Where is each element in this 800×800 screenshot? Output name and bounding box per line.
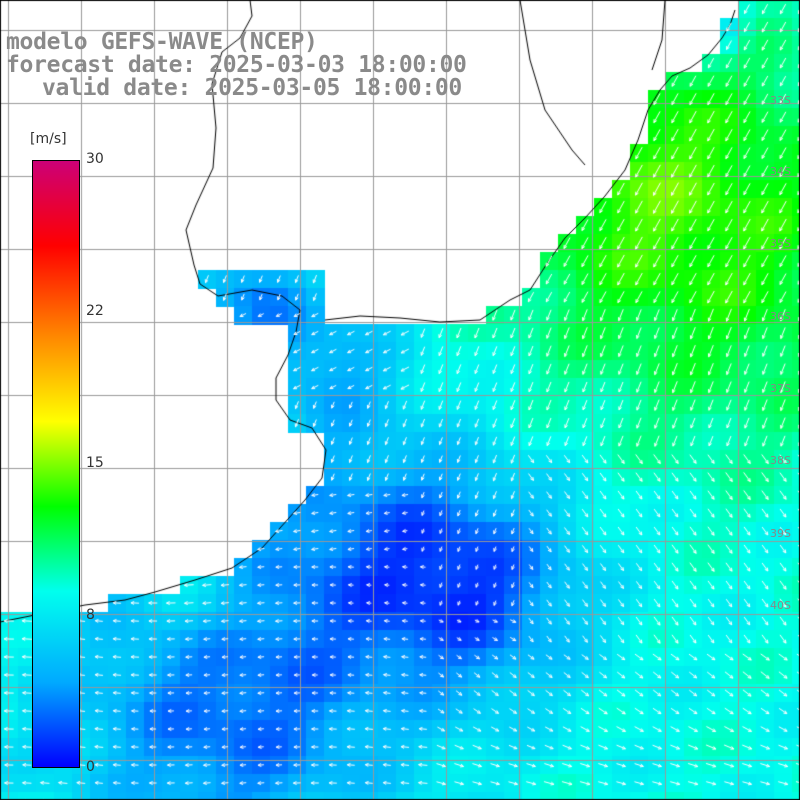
- lat-label: 33S: [770, 94, 791, 107]
- colorbar-tick-30: 30: [86, 151, 104, 167]
- lat-label: 34S: [770, 165, 791, 178]
- lat-label: 37S: [770, 382, 791, 395]
- colorbar: [32, 160, 80, 768]
- colorbar-unit: [m/s]: [30, 131, 67, 147]
- valid-date: valid date: 2025-03-05 18:00:00: [42, 75, 462, 101]
- colorbar-tick-8: 8: [86, 607, 95, 623]
- model-title: modelo GEFS-WAVE (NCEP): [6, 29, 318, 55]
- forecast-date: forecast date: 2025-03-03 18:00:00: [6, 52, 467, 78]
- colorbar-tick-0: 0: [86, 759, 95, 775]
- lat-label: 36S: [770, 310, 791, 323]
- colorbar-tick-22: 22: [86, 303, 104, 319]
- lat-label: 35S: [770, 237, 791, 250]
- colorbar-tick-15: 15: [86, 455, 104, 471]
- lat-label: 40S: [770, 599, 791, 612]
- lat-label: 38S: [770, 454, 791, 467]
- lat-label: 39S: [770, 527, 791, 540]
